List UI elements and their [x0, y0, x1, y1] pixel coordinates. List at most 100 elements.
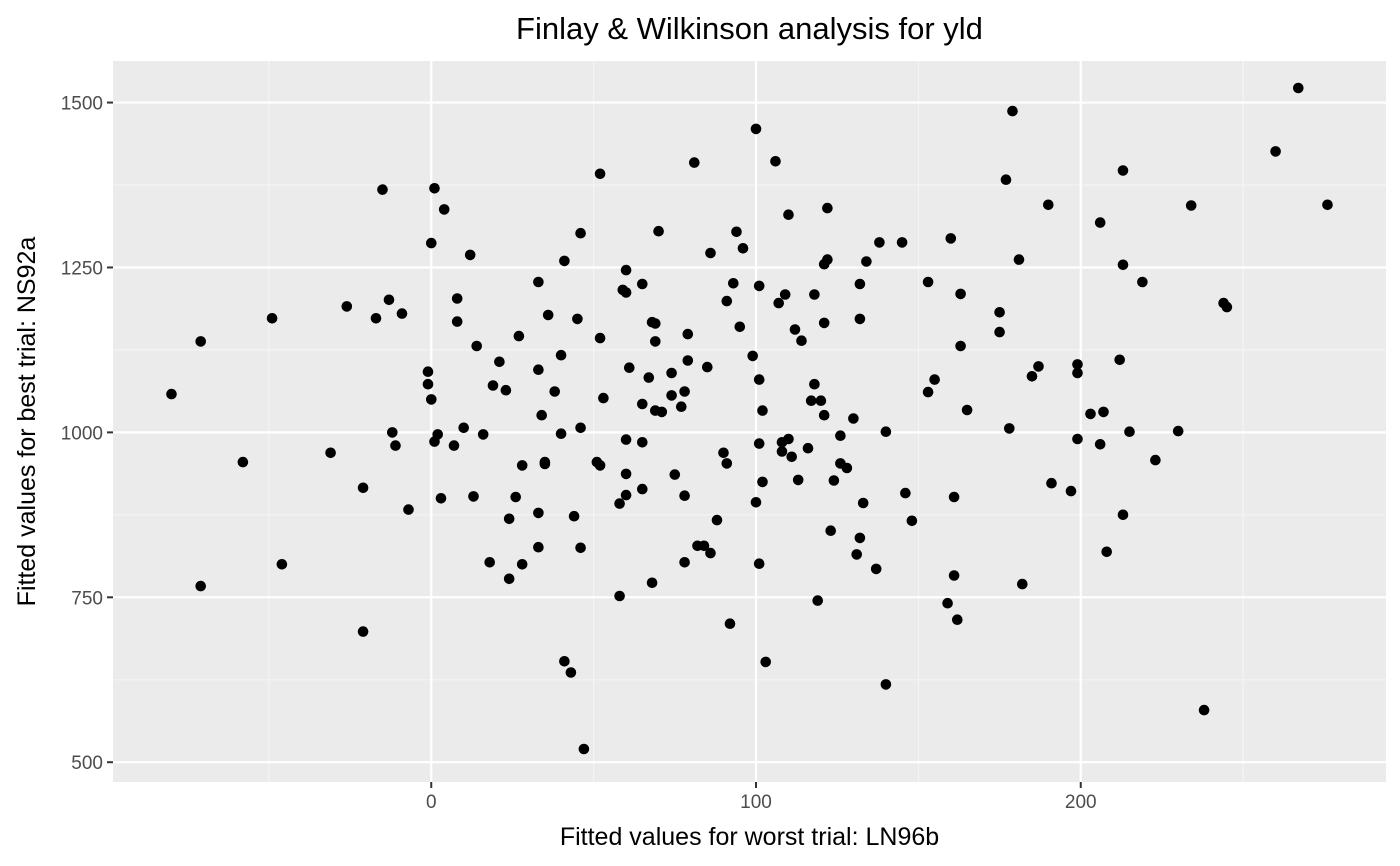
data-point [822, 254, 833, 265]
data-point [669, 469, 681, 480]
data-point [166, 388, 177, 400]
data-point [370, 313, 382, 324]
data-point [711, 514, 723, 526]
data-point [451, 293, 463, 304]
data-point [1004, 423, 1015, 434]
data-point [705, 247, 716, 259]
data-point [854, 313, 866, 325]
data-point [477, 429, 489, 440]
data-point [994, 307, 1005, 318]
data-point [783, 209, 794, 220]
data-point [643, 372, 655, 383]
data-point [731, 226, 742, 238]
data-point [387, 427, 398, 438]
data-point [854, 532, 866, 544]
data-point [542, 309, 554, 321]
data-point [500, 384, 512, 396]
data-point [426, 394, 437, 405]
y-tick-label: 1500 [61, 94, 103, 115]
data-point [828, 475, 840, 486]
data-point [705, 547, 716, 559]
data-point [533, 541, 544, 553]
data-point [734, 321, 746, 333]
data-point [494, 356, 505, 368]
data-point [805, 395, 817, 407]
data-point [1085, 408, 1096, 420]
data-point [753, 558, 765, 569]
data-point [1026, 371, 1038, 382]
data-point [614, 498, 625, 509]
data-point [961, 404, 973, 416]
data-point [854, 278, 866, 290]
data-point [396, 308, 408, 319]
data-point [1114, 354, 1125, 366]
data-point [383, 294, 395, 306]
data-point [1098, 406, 1109, 418]
data-point [760, 656, 771, 668]
data-point [880, 426, 892, 438]
data-points [166, 82, 1333, 755]
major-gridlines [113, 61, 1386, 782]
data-point [555, 428, 567, 440]
data-point [276, 559, 288, 570]
data-point [237, 456, 249, 468]
data-point [539, 456, 551, 468]
data-point [757, 476, 768, 488]
data-point [487, 380, 499, 391]
data-point [1124, 426, 1135, 438]
y-tick-label: 750 [71, 588, 103, 609]
data-point [468, 491, 479, 502]
data-point [906, 515, 918, 527]
data-point [750, 123, 762, 135]
data-point [516, 460, 528, 471]
data-point [776, 446, 788, 457]
data-point [896, 237, 908, 248]
data-point [620, 468, 632, 480]
data-point [702, 361, 713, 373]
data-point [357, 482, 369, 494]
data-point [1007, 105, 1018, 117]
data-point [679, 386, 690, 397]
data-point [637, 437, 648, 448]
data-point [594, 460, 606, 471]
data-point [594, 168, 606, 180]
data-point [796, 335, 807, 347]
data-point [870, 563, 882, 575]
data-point [718, 447, 729, 459]
data-point [533, 507, 544, 519]
data-point [1322, 199, 1333, 211]
data-point [880, 679, 892, 690]
data-point [945, 233, 957, 244]
data-point [757, 405, 768, 416]
data-point [1094, 217, 1106, 228]
data-point [448, 440, 460, 451]
data-point [721, 295, 733, 307]
y-tick-label: 1000 [61, 423, 103, 444]
data-point [624, 362, 635, 374]
data-point [1293, 82, 1304, 94]
data-point [1017, 578, 1028, 590]
data-point [650, 318, 661, 329]
data-point [1072, 367, 1083, 379]
x-axis-ticks: 0 100 200 [426, 782, 1097, 813]
data-point [994, 326, 1005, 338]
data-point [1137, 276, 1148, 288]
data-point [575, 542, 586, 554]
data-point [195, 580, 206, 592]
data-point [656, 406, 668, 418]
data-point [857, 497, 869, 509]
data-point [753, 280, 765, 292]
data-point [1072, 433, 1083, 445]
data-point [818, 317, 830, 329]
y-axis-title: Fitted values for best trial: NS92a [13, 237, 41, 607]
data-point [1117, 259, 1129, 271]
data-point [533, 364, 544, 376]
data-point [1094, 439, 1106, 450]
data-point [942, 597, 953, 609]
data-point [779, 289, 791, 300]
data-point [1117, 165, 1129, 176]
data-point [341, 301, 353, 312]
x-tick-label: 200 [1065, 792, 1097, 813]
data-point [533, 276, 544, 288]
data-point [848, 413, 859, 424]
